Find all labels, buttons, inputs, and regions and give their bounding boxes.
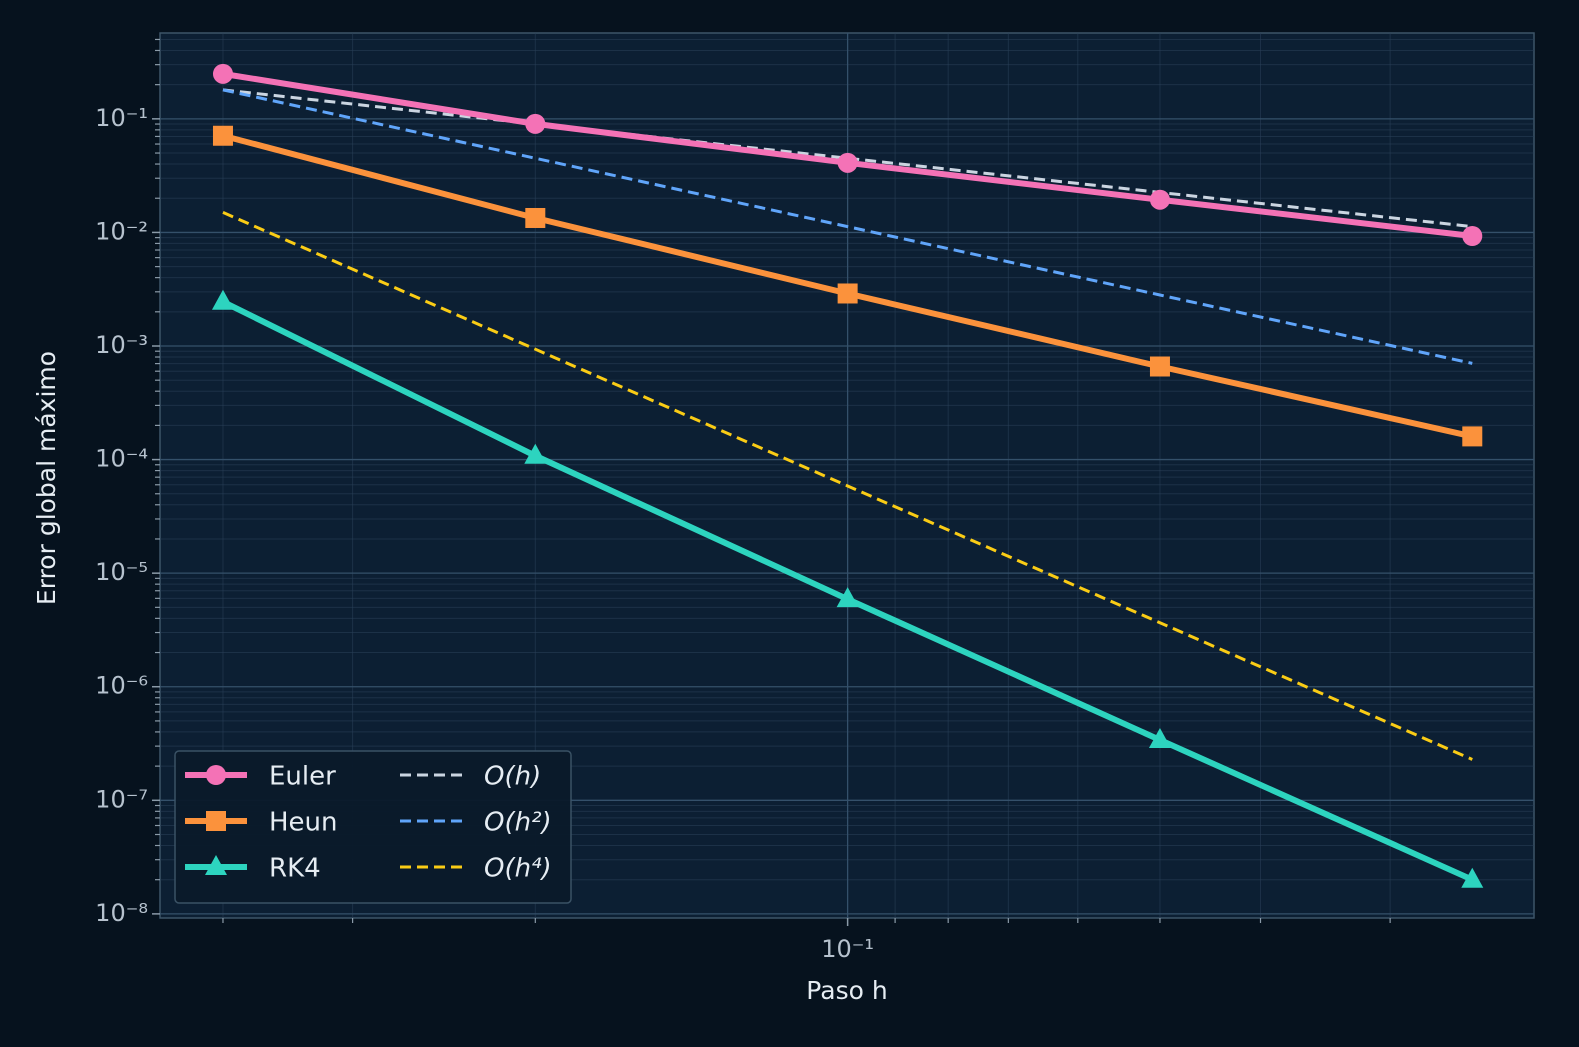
y-axis-label: Error global máximo (32, 351, 61, 605)
legend-marker (206, 765, 226, 785)
marker (211, 289, 234, 310)
marker (1149, 189, 1170, 210)
legend-label: O(h⁴) (484, 854, 552, 884)
y-tick-label: 10⁻² (95, 217, 148, 245)
reference-line (222, 211, 1473, 761)
x-axis-label: Paso h (806, 976, 887, 1005)
legend-label: O(h) (484, 762, 541, 792)
marker (524, 443, 547, 464)
y-tick-label: 10⁻³ (95, 331, 148, 359)
marker (837, 283, 858, 304)
legend: Euler Heun RK4 O(h) O(h²) O(h⁴) (174, 750, 572, 904)
legend-label: Euler (269, 762, 336, 792)
marker (212, 63, 233, 84)
reference-line (222, 88, 1473, 229)
y-tick-label: 10⁻⁶ (95, 672, 148, 700)
legend-marker (205, 855, 227, 875)
legend-label: O(h²) (484, 808, 552, 838)
y-tick-label: 10⁻⁴ (95, 445, 148, 473)
legend-label: RK4 (269, 854, 321, 884)
legend-label: Heun (269, 808, 338, 838)
marker (836, 587, 859, 608)
legend-box (174, 750, 572, 904)
marker (1461, 867, 1484, 888)
y-tick-label: 10⁻⁵ (95, 558, 148, 586)
marker (1148, 727, 1171, 748)
marker (525, 113, 546, 134)
marker (1149, 356, 1170, 377)
x-tick-label: 10⁻¹ (821, 935, 874, 963)
marker (837, 152, 858, 173)
y-tick-label: 10⁻⁷ (95, 785, 148, 813)
y-tick-label: 10⁻⁸ (95, 899, 148, 927)
marker (525, 207, 546, 228)
legend-marker (206, 811, 226, 831)
marker (1462, 226, 1483, 247)
marker (212, 125, 233, 146)
y-tick-label: 10⁻¹ (95, 104, 148, 132)
marker (1462, 426, 1483, 447)
reference-line (222, 88, 1473, 365)
